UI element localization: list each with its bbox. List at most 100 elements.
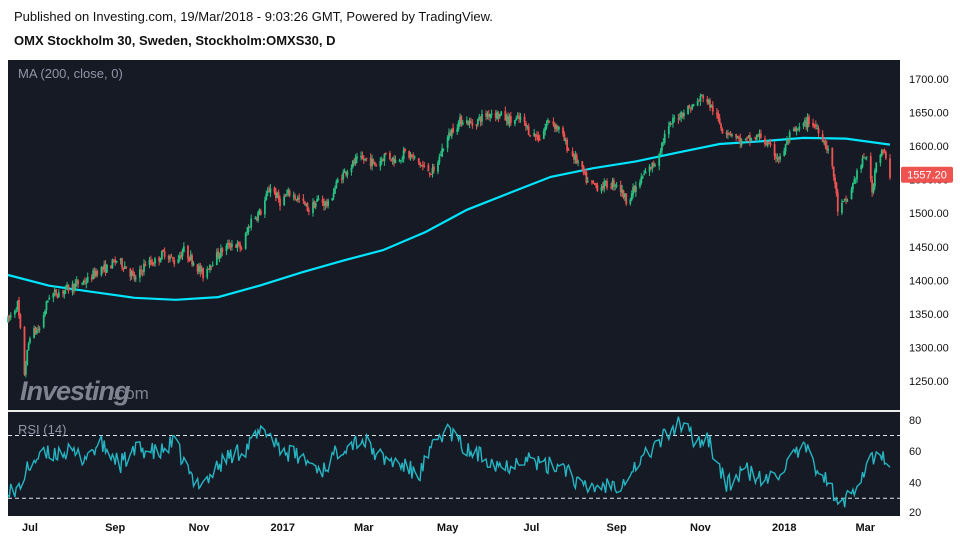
- candle-body: [148, 259, 151, 265]
- candle-body: [640, 176, 643, 183]
- candle-body: [52, 293, 55, 298]
- candle: [334, 185, 336, 194]
- candle: [717, 110, 720, 122]
- candle-body: [332, 192, 335, 198]
- candle: [485, 110, 487, 121]
- candle: [45, 300, 48, 314]
- candle-body: [53, 289, 56, 293]
- rsi-indicator-label[interactable]: RSI (14): [18, 422, 66, 437]
- candle-body: [229, 246, 232, 248]
- candle: [236, 240, 239, 252]
- candle-body: [71, 283, 74, 293]
- candle-body: [220, 248, 222, 257]
- candle-body: [585, 171, 588, 183]
- candle: [736, 135, 739, 139]
- candle: [408, 150, 411, 160]
- candle-body: [312, 202, 314, 213]
- candle: [519, 112, 522, 123]
- candle-body: [481, 114, 483, 122]
- candle: [33, 325, 36, 339]
- candle: [786, 136, 788, 146]
- price-y-tick: 1350.00: [909, 309, 949, 321]
- candle: [813, 123, 816, 129]
- candle: [296, 195, 299, 203]
- candle-body: [23, 326, 26, 375]
- candle-body: [369, 157, 372, 167]
- candle-body: [236, 243, 239, 248]
- candle-body: [228, 242, 231, 248]
- candle-body: [797, 129, 799, 131]
- candle: [106, 264, 108, 274]
- candle: [340, 174, 343, 184]
- candle-body: [298, 197, 301, 199]
- rsi-pane[interactable]: [8, 412, 900, 516]
- candle: [707, 98, 710, 105]
- candle-body: [873, 170, 876, 187]
- candle-body: [590, 180, 593, 182]
- candle-body: [292, 195, 295, 197]
- candle-body: [441, 148, 444, 157]
- candle: [92, 268, 95, 280]
- candle-body: [775, 156, 777, 158]
- candle-body: [507, 116, 509, 124]
- candle-body: [824, 140, 827, 147]
- candle-body: [755, 135, 758, 140]
- candle: [654, 163, 656, 168]
- candle-body: [314, 202, 317, 207]
- candle-body: [266, 191, 269, 194]
- candle-body: [279, 198, 281, 207]
- candle: [266, 187, 269, 197]
- candle: [257, 210, 259, 223]
- candle: [516, 112, 519, 120]
- candle: [448, 128, 450, 141]
- candle-body: [134, 278, 137, 280]
- candle: [305, 203, 308, 207]
- investing-logo: Investing .com: [20, 376, 149, 406]
- candle-body: [167, 256, 170, 260]
- candle-body: [802, 123, 805, 126]
- candle: [101, 266, 104, 274]
- candle: [19, 313, 22, 330]
- candle-body: [430, 174, 433, 176]
- candle: [604, 180, 607, 187]
- candle-body: [273, 187, 276, 193]
- candle: [563, 131, 566, 142]
- candle-body: [563, 133, 566, 142]
- candle: [824, 137, 827, 150]
- candle: [798, 122, 801, 133]
- candle: [552, 117, 555, 128]
- candle-body: [276, 193, 279, 198]
- candle: [757, 133, 760, 137]
- candle-body: [476, 119, 479, 125]
- candle: [37, 324, 40, 333]
- candle: [16, 300, 19, 312]
- candle-body: [257, 212, 259, 221]
- candle: [375, 163, 378, 167]
- candle: [504, 106, 507, 121]
- candle-body: [7, 316, 9, 323]
- last-price-tag: 1557.20: [901, 166, 953, 183]
- candle-body: [77, 280, 79, 285]
- candle-body: [427, 164, 430, 172]
- candle-body: [586, 181, 589, 183]
- candle-body: [18, 299, 20, 316]
- candle-body: [181, 252, 184, 257]
- candle: [167, 254, 170, 264]
- candle: [44, 309, 46, 317]
- candle-body: [658, 154, 661, 166]
- rsi-line: [7, 416, 891, 508]
- price-pane[interactable]: [8, 60, 900, 410]
- candle: [84, 277, 86, 285]
- candle-body: [795, 128, 798, 132]
- candle: [787, 138, 790, 146]
- candle-body: [413, 156, 416, 158]
- candle-body: [757, 135, 760, 137]
- candle: [121, 257, 123, 271]
- candle: [57, 289, 60, 298]
- candle-body: [411, 154, 413, 158]
- ma-indicator-label[interactable]: MA (200, close, 0): [18, 66, 123, 81]
- candle-body: [566, 139, 569, 151]
- candle-body: [24, 365, 27, 375]
- candle-body: [835, 182, 838, 194]
